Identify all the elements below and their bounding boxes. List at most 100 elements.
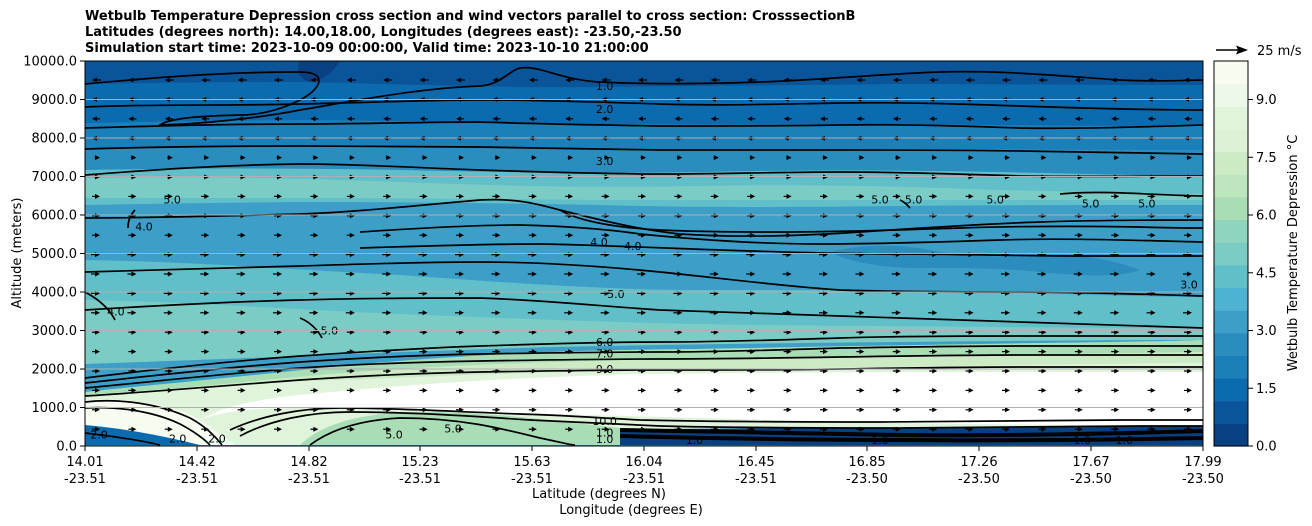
wind-vector: [276, 155, 282, 161]
x-tick-label-lon: -23.51: [64, 472, 106, 487]
wind-vector: [128, 116, 137, 122]
wind-vector: [637, 271, 646, 277]
wind-vector: [601, 77, 611, 83]
contour-label: 5.0: [905, 194, 923, 207]
chart-title-line-1: Wetbulb Temperature Depression cross sec…: [85, 9, 856, 24]
x-tick-label-lat: 14.01: [66, 455, 103, 470]
wind-vector: [673, 310, 683, 316]
wind-vector: [310, 232, 319, 238]
wind-vector: [820, 387, 828, 393]
wind-vector: [94, 155, 100, 161]
wind-vector: [167, 155, 173, 161]
wind-vector: [929, 446, 937, 451]
colorbar: 0.0 1.5 3.0 4.5 6.0 7.5 9.0: [1214, 61, 1277, 455]
wind-vector: [349, 155, 355, 161]
wind-vector: [710, 193, 719, 199]
wind-vector: [92, 232, 100, 238]
wind-vector: [1150, 155, 1156, 161]
wind-vector: [1074, 116, 1083, 122]
wind-vector: [492, 116, 501, 122]
wind-vector: [1147, 368, 1156, 374]
colorbar-segment: [1214, 310, 1248, 334]
y-tick-label: 5000.0: [32, 247, 78, 262]
wind-vector: [492, 387, 501, 393]
x-tick-label-lon: -23.51: [623, 472, 665, 487]
wind-vector: [201, 446, 209, 451]
wind-vector: [965, 349, 974, 355]
wind-vector: [856, 446, 864, 451]
grid: [85, 99, 1203, 408]
wind-vector: [1002, 77, 1011, 83]
contour-label: 5.0: [163, 194, 181, 207]
wind-vector: [565, 193, 574, 199]
wind-vector: [274, 387, 282, 393]
wind-vector: [419, 116, 428, 122]
wind-vector: [1038, 446, 1046, 451]
wind-vector: [747, 387, 756, 393]
contour-label: 5.0: [444, 423, 462, 436]
wind-vector: [346, 232, 355, 238]
wind-vector: [346, 426, 355, 432]
wind-vector: [855, 310, 865, 316]
wind-vector: [92, 193, 100, 199]
quiver-key-label: 25 m/s: [1257, 44, 1302, 59]
wind-vector: [891, 310, 901, 316]
colorbar-segment: [1214, 219, 1248, 243]
contour-label: 1.0: [596, 80, 614, 93]
wind-vector: [1002, 193, 1010, 199]
quiver-key-arrow-head: [1236, 45, 1248, 55]
colorbar-segment: [1214, 400, 1248, 424]
wind-vector: [1184, 387, 1192, 393]
wind-vector: [92, 368, 100, 374]
wind-vector: [383, 426, 392, 432]
wind-vector: [892, 232, 901, 238]
wind-vector: [383, 116, 392, 122]
wind-vector: [820, 193, 828, 199]
contour-line: [127, 209, 136, 229]
y-tick-label: 8000.0: [32, 132, 78, 147]
wind-vector: [529, 446, 537, 451]
wind-vector: [237, 77, 247, 83]
wind-vector: [201, 193, 210, 199]
wind-vector: [1113, 155, 1120, 161]
x-axis-label-lat: Latitude (degrees N): [532, 487, 666, 502]
wind-vector: [1038, 349, 1047, 355]
contour-label: 1.0: [871, 434, 889, 447]
wind-vector: [92, 116, 100, 122]
wind-vector: [856, 116, 865, 122]
contour-label: 4.0: [135, 221, 153, 234]
wind-vector: [567, 155, 574, 161]
wind-vector: [164, 116, 173, 122]
colorbar-segment: [1214, 61, 1248, 85]
wind-vector: [1077, 155, 1083, 161]
wind-vector: [1111, 407, 1120, 413]
wind-vector: [929, 116, 938, 122]
y-tick-label: 0.0: [56, 440, 77, 455]
wind-vector: [382, 310, 392, 316]
wind-vector: [565, 446, 573, 451]
chart-title-line-3: Simulation start time: 2023-10-09 00:00:…: [85, 41, 649, 56]
wind-vector: [929, 407, 938, 413]
wind-vector: [600, 271, 610, 277]
wind-vector: [201, 387, 210, 393]
wind-vector: [892, 77, 902, 83]
contour-line: [229, 407, 1203, 431]
colorbar-segment: [1214, 83, 1248, 107]
wind-vector: [310, 387, 319, 393]
wind-vector: [893, 446, 901, 451]
x-tick-label-lon: -23.51: [735, 472, 777, 487]
colorbar-tick-label: 6.0: [1256, 209, 1277, 224]
contour-label: 3.0: [1180, 278, 1198, 291]
wind-vector: [418, 271, 428, 277]
wind-vector: [1186, 155, 1192, 161]
wind-vector: [565, 77, 575, 83]
wind-vector: [273, 271, 282, 277]
wind-vector: [1038, 426, 1047, 432]
wind-vector: [128, 232, 137, 238]
x-tick-label-lon: -23.50: [958, 472, 1000, 487]
wind-vector: [1074, 368, 1083, 374]
wind-vector: [494, 155, 501, 161]
wind-vector: [1111, 232, 1120, 238]
contour-line: [85, 145, 1203, 155]
wind-vector: [492, 349, 501, 355]
